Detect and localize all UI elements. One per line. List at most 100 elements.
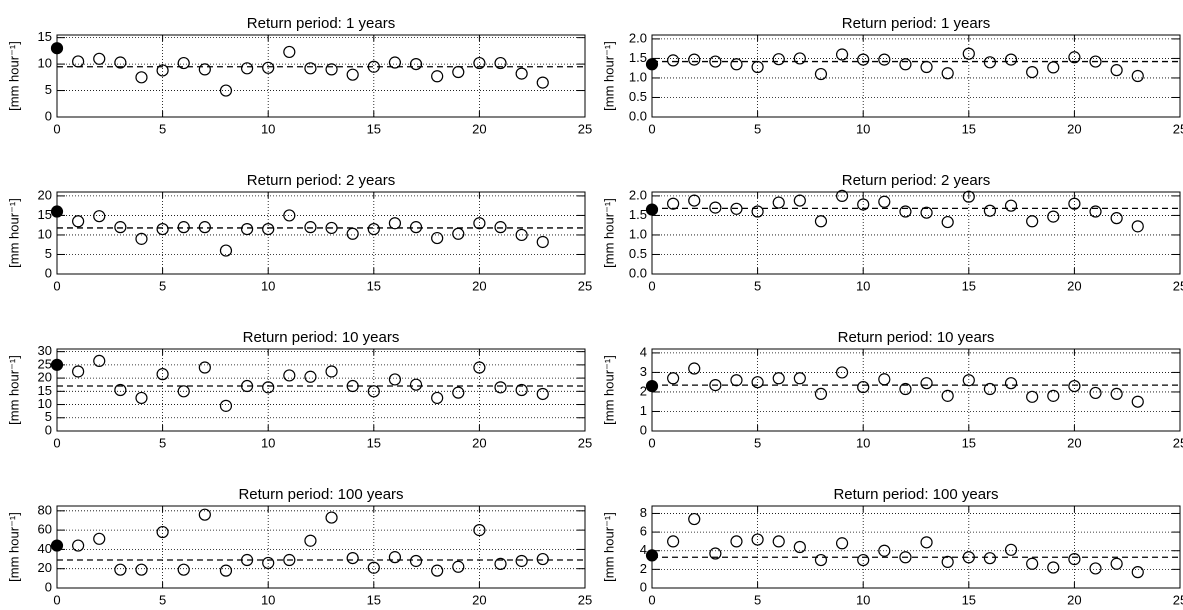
y-tick-label: 4 xyxy=(640,542,647,557)
point xyxy=(962,374,975,387)
x-tick-label: 0 xyxy=(648,435,655,450)
point xyxy=(304,534,317,547)
y-axis-label: [mm hour⁻¹] xyxy=(601,41,616,111)
x-tick-label: 5 xyxy=(159,592,166,607)
point xyxy=(667,372,680,385)
point xyxy=(93,532,106,545)
point xyxy=(814,387,828,401)
x-tick-label: 25 xyxy=(1173,435,1183,450)
point xyxy=(899,551,912,564)
point xyxy=(177,56,190,70)
point xyxy=(304,221,317,234)
point xyxy=(878,544,891,557)
y-tick-label: 15 xyxy=(38,207,52,222)
point xyxy=(1004,377,1018,390)
point xyxy=(452,560,465,573)
point xyxy=(156,64,169,77)
point xyxy=(515,228,528,242)
point xyxy=(1131,566,1144,579)
point xyxy=(920,536,933,549)
point xyxy=(772,372,785,385)
point xyxy=(388,217,402,230)
panel: Return period: 10 years[mm hour⁻¹]051015… xyxy=(6,329,592,450)
x-tick-label: 25 xyxy=(578,121,592,136)
plot-frame xyxy=(56,505,586,589)
y-axis-label: [mm hour⁻¹] xyxy=(601,355,616,425)
point xyxy=(878,373,891,386)
y-tick-label: 10 xyxy=(38,226,52,241)
point xyxy=(667,54,680,67)
point xyxy=(431,70,444,83)
y-tick-label: 6 xyxy=(640,524,647,539)
point xyxy=(346,227,359,240)
point xyxy=(135,232,148,245)
point xyxy=(645,379,659,393)
panel-title: Return period: 100 years xyxy=(238,486,403,503)
point xyxy=(1004,53,1018,66)
point xyxy=(709,379,722,392)
panel: Return period: 2 years [mm hour⁻¹] 0 5 10 15 2… xyxy=(6,172,592,293)
point xyxy=(1110,64,1123,77)
point xyxy=(709,201,722,214)
point xyxy=(50,205,64,218)
point xyxy=(1089,386,1102,400)
x-tick-label: 15 xyxy=(962,121,976,136)
x-tick-label: 0 xyxy=(53,592,60,607)
point xyxy=(857,380,870,394)
point xyxy=(156,525,169,539)
plot-frame xyxy=(56,34,586,118)
point xyxy=(240,222,254,236)
point xyxy=(1004,199,1018,212)
panel-title: Return period: 100 years xyxy=(833,486,998,503)
x-tick-label: 25 xyxy=(1173,121,1183,136)
y-tick-label: 2.0 xyxy=(629,30,647,45)
point xyxy=(325,511,338,524)
y-tick-label: 5 xyxy=(45,82,52,97)
y-tick-label: 5 xyxy=(45,246,52,261)
point xyxy=(751,533,764,546)
point xyxy=(283,209,296,222)
point xyxy=(536,76,549,89)
y-tick-label: 10 xyxy=(38,56,52,71)
y-tick-label: 0 xyxy=(640,422,647,437)
point xyxy=(730,535,743,548)
point xyxy=(494,557,507,570)
point xyxy=(388,551,402,564)
point xyxy=(751,376,764,389)
point xyxy=(367,222,380,236)
point xyxy=(409,378,423,391)
point xyxy=(72,365,85,378)
y-tick-label: 0.5 xyxy=(629,89,647,104)
point xyxy=(536,387,549,401)
y-tick-label: 1.0 xyxy=(629,226,647,241)
point xyxy=(50,539,64,552)
point xyxy=(772,53,785,66)
point xyxy=(709,547,722,560)
point xyxy=(962,47,975,60)
point xyxy=(135,391,148,405)
y-tick-label: 20 xyxy=(38,187,52,202)
y-tick-label: 0 xyxy=(45,108,52,123)
point xyxy=(857,198,870,211)
panel-title: Return period: 2 years xyxy=(842,172,990,189)
point xyxy=(473,524,486,537)
point xyxy=(1131,395,1144,408)
point xyxy=(793,540,806,554)
point xyxy=(688,512,701,526)
point xyxy=(920,60,933,74)
point xyxy=(304,62,317,75)
y-tick-label: 1 xyxy=(640,403,647,418)
point xyxy=(730,374,743,387)
point xyxy=(536,552,549,566)
point xyxy=(857,53,870,66)
point xyxy=(262,381,275,394)
point xyxy=(1089,562,1102,575)
point xyxy=(515,554,528,568)
point xyxy=(1068,51,1081,64)
point xyxy=(1047,210,1060,223)
y-tick-label: 1.5 xyxy=(629,207,647,222)
point xyxy=(72,539,85,552)
x-tick-label: 5 xyxy=(159,435,166,450)
point xyxy=(1047,389,1060,402)
y-tick-label: 80 xyxy=(38,502,52,517)
